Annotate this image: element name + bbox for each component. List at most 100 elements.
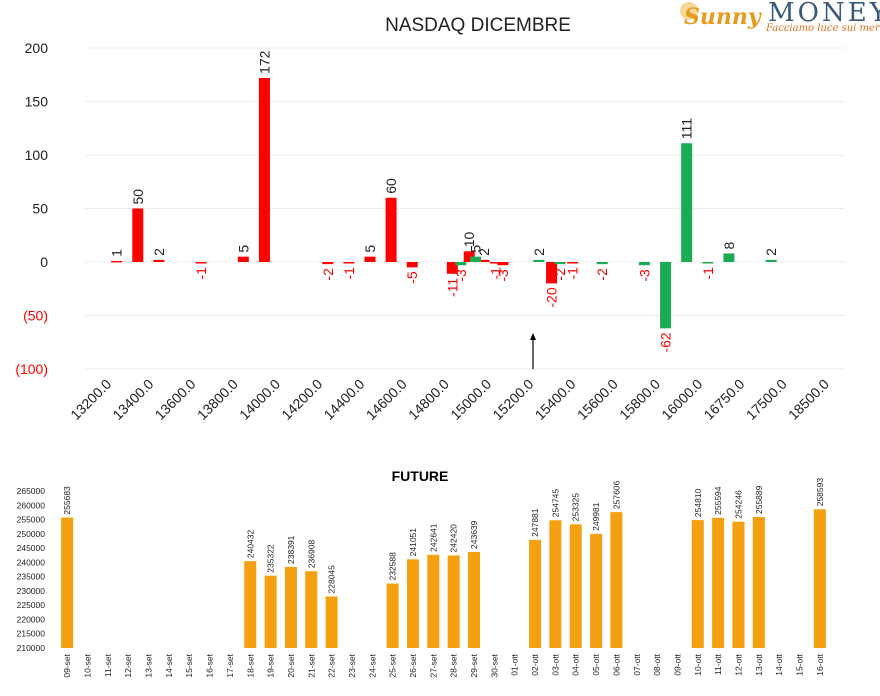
x-tick-label: 29-set [469,653,479,677]
data-label: -2 [552,268,568,281]
arrow-annotation [530,333,536,369]
logo-brand-prefix: Sunny [684,4,761,30]
y-tick-label: (50) [23,308,48,324]
data-label: 2 [763,248,779,256]
y-tick-label: 215000 [17,629,46,639]
x-tick-label: 06-ott [611,653,621,675]
bar [596,262,608,265]
x-tick-label: 17-set [225,653,235,677]
bar [660,262,672,329]
bar [567,262,579,264]
data-label: 5 [362,245,378,253]
bar [111,260,123,263]
bar [712,517,725,648]
x-tick-label: 25-set [388,653,398,677]
bar [610,512,623,648]
x-tick-label: 27-set [428,653,438,677]
bar [386,583,399,648]
data-label: 257606 [611,480,621,509]
y-tick-label: 0 [40,254,48,270]
bar [463,251,475,262]
x-tick-label: 10-set [83,653,93,677]
y-tick-label: 245000 [17,543,46,553]
bar [765,259,777,262]
data-label: 228045 [327,565,337,594]
bar [364,256,376,262]
bar [533,259,545,262]
bar [305,571,318,648]
bar [681,143,693,262]
x-tick-label: 22-set [327,653,337,677]
x-tick-label: 11-ott [713,653,723,675]
x-tick-label: 24-set [367,653,377,677]
data-label: -2 [594,268,610,281]
bar [569,524,582,648]
y-tick-label: 240000 [17,557,46,567]
bar [455,262,467,266]
bar [195,262,207,264]
x-tick-label: 28-set [449,653,459,677]
data-label: -11 [444,278,460,297]
bar [264,575,277,648]
x-tick-label: 12-set [123,653,133,677]
y-tick-label: 200 [25,40,49,56]
data-label: 235322 [266,544,276,573]
bar [752,517,765,648]
data-label: -20 [544,287,560,307]
x-tick-label: 09-set [62,653,72,677]
x-tick-label: 15-ott [794,653,804,675]
x-tick-label: 09-ott [672,653,682,675]
sunny-money-logo: Sunny MONEY Facciamo luce sui mercati [678,0,880,40]
data-label: 249981 [591,502,601,531]
chart-title: NASDAQ DICEMBRE [385,15,571,36]
x-tick-label: 18-set [245,653,255,677]
bar [244,561,257,648]
y-tick-label: 235000 [17,572,46,582]
data-label: 172 [256,50,272,74]
data-label: 236908 [306,540,316,569]
sun-icon [680,2,698,20]
x-tick-label: 03-ott [550,653,560,675]
data-label: -2 [320,268,336,281]
bar [237,256,249,262]
y-tick-label: 265000 [17,486,46,496]
bar [406,559,419,648]
bar [343,262,355,264]
y-tick-label: 150 [25,94,49,110]
x-tick-label: 04-ott [571,653,581,675]
bar [702,262,714,264]
logo-tagline: Facciamo luce sui mercati [766,23,880,34]
bar [590,533,603,648]
bar [813,509,826,648]
y-tick-label: 250000 [17,529,46,539]
data-label: 255683 [62,486,72,515]
x-tick-label: 11-set [103,653,113,677]
bar [385,197,397,262]
future-chart-title: FUTURE [392,468,449,484]
y-tick-label: 100 [25,147,49,163]
y-tick-label: 255000 [17,515,46,525]
bar [470,256,482,262]
data-label: 255889 [754,485,764,514]
data-label: 5 [468,245,484,253]
x-tick-label: 13-ott [754,653,764,675]
bar [322,262,334,265]
y-tick-label: 220000 [17,614,46,624]
bar [638,262,650,266]
y-tick-label: 225000 [17,600,46,610]
x-tick-label: 16-set [205,653,215,677]
data-label: 241051 [408,528,418,557]
x-tick-label: 14-ott [774,653,784,675]
bar [258,77,270,263]
data-label: 232588 [388,552,398,581]
data-label: 2 [476,248,492,256]
data-label: 254810 [693,488,703,517]
x-tick-label: 10-ott [693,653,703,675]
data-label: 5 [235,245,251,253]
x-tick-label: 02-ott [530,653,540,675]
bar [446,262,458,274]
data-label: -3 [495,269,511,282]
bar [468,551,481,648]
bar [732,521,745,648]
